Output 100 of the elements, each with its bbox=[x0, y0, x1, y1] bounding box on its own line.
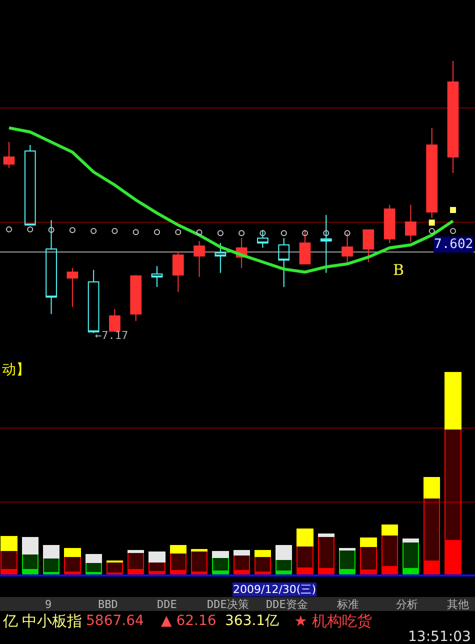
candlestick bbox=[194, 240, 205, 278]
candlestick bbox=[362, 229, 374, 263]
bar bbox=[170, 552, 186, 571]
bar bbox=[402, 542, 420, 570]
point bbox=[27, 226, 34, 232]
text: 2009/12/30(三) bbox=[233, 583, 316, 596]
bar bbox=[318, 533, 334, 538]
annotation: ←7.17 bbox=[95, 329, 128, 342]
bar bbox=[64, 548, 81, 557]
bar bbox=[402, 568, 420, 574]
bar bbox=[212, 570, 229, 574]
text: ★ 机构吃货 bbox=[294, 612, 372, 630]
point bbox=[260, 230, 266, 236]
text: DDE资金 bbox=[266, 598, 308, 611]
candlestick bbox=[130, 274, 142, 322]
bar bbox=[424, 498, 440, 562]
text: 5867.64 bbox=[86, 613, 144, 629]
bar bbox=[190, 572, 208, 574]
candlestick bbox=[24, 144, 36, 226]
chart-title: 动】 bbox=[2, 362, 30, 378]
candlestick bbox=[384, 204, 396, 244]
bar bbox=[190, 550, 208, 573]
candlestick bbox=[320, 214, 332, 274]
text: BBD bbox=[98, 598, 118, 611]
bar bbox=[381, 524, 398, 536]
text: 分析 bbox=[396, 598, 418, 611]
text: 亿 bbox=[2, 612, 18, 630]
bar bbox=[254, 572, 272, 574]
bar bbox=[233, 570, 250, 574]
bar bbox=[381, 534, 398, 568]
point bbox=[428, 220, 435, 226]
point bbox=[132, 229, 139, 236]
bar bbox=[360, 538, 377, 548]
point bbox=[450, 207, 456, 214]
candlestick bbox=[299, 229, 311, 264]
bar bbox=[402, 538, 420, 543]
point bbox=[69, 227, 76, 234]
point bbox=[344, 230, 350, 236]
annotation: 7.602 bbox=[434, 237, 474, 252]
bar bbox=[42, 557, 60, 573]
bar bbox=[22, 537, 38, 554]
bar bbox=[170, 544, 186, 554]
bar bbox=[424, 477, 440, 499]
bar bbox=[424, 560, 440, 574]
bar bbox=[233, 550, 250, 556]
bar bbox=[276, 570, 292, 574]
bar bbox=[233, 554, 250, 572]
bar bbox=[296, 546, 314, 569]
candlestick bbox=[214, 242, 226, 274]
point bbox=[280, 230, 287, 236]
bar bbox=[22, 553, 38, 570]
bar bbox=[148, 552, 166, 563]
bar bbox=[85, 554, 102, 564]
bar bbox=[360, 570, 377, 574]
text: 363.1亿 bbox=[225, 613, 280, 629]
text: 9 bbox=[45, 598, 52, 611]
bar bbox=[444, 428, 462, 542]
bar bbox=[148, 562, 166, 572]
point bbox=[302, 230, 308, 236]
text: 其他 bbox=[447, 598, 469, 611]
candlestick bbox=[257, 229, 268, 248]
text: ▲ 62.16 bbox=[161, 613, 216, 629]
bar bbox=[42, 544, 60, 558]
bar bbox=[444, 540, 462, 574]
bar bbox=[338, 569, 356, 574]
bar bbox=[318, 536, 334, 570]
text: 13:51:03 bbox=[408, 629, 471, 644]
bar bbox=[0, 568, 18, 574]
point bbox=[112, 228, 118, 234]
point bbox=[90, 228, 97, 234]
candlestick bbox=[66, 267, 78, 308]
point bbox=[323, 230, 330, 236]
text: DDE bbox=[157, 598, 177, 611]
candlestick bbox=[447, 60, 459, 174]
bar bbox=[296, 528, 314, 547]
point bbox=[238, 230, 245, 236]
point bbox=[175, 229, 182, 236]
bar bbox=[64, 556, 81, 573]
annotation: B bbox=[393, 261, 404, 279]
bar bbox=[254, 556, 272, 573]
bar bbox=[212, 550, 229, 558]
point bbox=[428, 228, 435, 234]
bar bbox=[444, 372, 462, 430]
candlestick bbox=[405, 204, 416, 242]
bar bbox=[296, 568, 314, 574]
candlestick bbox=[46, 220, 57, 314]
candlestick bbox=[151, 266, 163, 288]
bar bbox=[212, 556, 229, 572]
bar bbox=[128, 550, 144, 553]
text: 中小板指 bbox=[22, 612, 82, 630]
candlestick bbox=[172, 250, 184, 292]
point bbox=[217, 230, 224, 236]
bar bbox=[318, 568, 334, 574]
candlestick bbox=[426, 127, 438, 218]
point bbox=[48, 226, 54, 233]
point bbox=[154, 229, 160, 236]
bar bbox=[64, 572, 81, 574]
bar bbox=[254, 550, 272, 557]
bar bbox=[128, 568, 144, 574]
bar bbox=[276, 544, 292, 560]
